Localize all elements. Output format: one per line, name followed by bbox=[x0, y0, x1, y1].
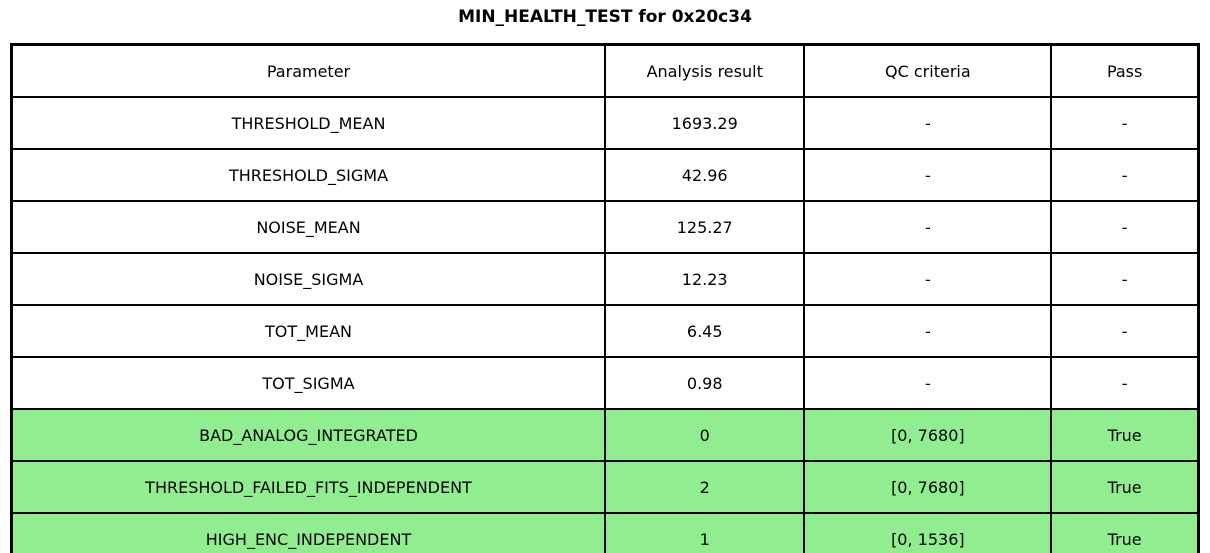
qc-criteria-cell: - bbox=[803, 356, 1053, 410]
qc-criteria-cell: - bbox=[803, 96, 1053, 150]
parameter-cell: BAD_ANALOG_INTEGRATED bbox=[10, 408, 606, 462]
figure-title: MIN_HEALTH_TEST for 0x20c34 bbox=[458, 7, 752, 27]
table-row: THRESHOLD_FAILED_FITS_INDEPENDENT 2 [0, 76… bbox=[10, 460, 1200, 514]
analysis-result-cell: 1693.29 bbox=[603, 96, 806, 150]
parameter-cell: NOISE_MEAN bbox=[10, 200, 606, 254]
pass-cell: - bbox=[1050, 356, 1200, 410]
table-row: NOISE_SIGMA 12.23- - bbox=[10, 252, 1200, 306]
table-row: BAD_ANALOG_INTEGRATED 0 [0, 7680] True bbox=[10, 408, 1200, 462]
table-row: THRESHOLD_MEAN 1693.29- - bbox=[10, 96, 1200, 150]
pass-cell: True bbox=[1050, 512, 1200, 553]
table-row: TOT_SIGMA 0.98- - bbox=[10, 356, 1200, 410]
qc-criteria-cell: - bbox=[803, 148, 1053, 202]
pass-cell: - bbox=[1050, 148, 1200, 202]
pass-cell: - bbox=[1050, 252, 1200, 306]
qc-criteria-cell: [0, 7680] bbox=[803, 408, 1053, 462]
qc-criteria-cell: - bbox=[803, 304, 1053, 358]
column-header-parameter: Parameter bbox=[10, 43, 606, 98]
analysis-result-cell: 0.98 bbox=[603, 356, 806, 410]
analysis-result-cell: 6.45 bbox=[603, 304, 806, 358]
analysis-result-cell: 42.96 bbox=[603, 148, 806, 202]
qc-results-table: Parameter Analysis result QC criteria Pa… bbox=[10, 43, 1200, 553]
table-row: THRESHOLD_SIGMA 42.96- - bbox=[10, 148, 1200, 202]
pass-cell: - bbox=[1050, 304, 1200, 358]
parameter-cell: NOISE_SIGMA bbox=[10, 252, 606, 306]
pass-cell: True bbox=[1050, 408, 1200, 462]
parameter-cell: THRESHOLD_MEAN bbox=[10, 96, 606, 150]
parameter-cell: THRESHOLD_SIGMA bbox=[10, 148, 606, 202]
qc-criteria-cell: - bbox=[803, 252, 1053, 306]
column-header-qc-criteria: QC criteria bbox=[803, 43, 1053, 98]
analysis-result-cell: 12.23 bbox=[603, 252, 806, 306]
analysis-result-cell: 0 bbox=[603, 408, 806, 462]
qc-criteria-cell: - bbox=[803, 200, 1053, 254]
parameter-cell: TOT_MEAN bbox=[10, 304, 606, 358]
table-row: NOISE_MEAN 125.27- - bbox=[10, 200, 1200, 254]
table-row: TOT_MEAN 6.45- - bbox=[10, 304, 1200, 358]
column-header-pass: Pass bbox=[1050, 43, 1200, 98]
pass-cell: True bbox=[1050, 460, 1200, 514]
column-header-analysis-result: Analysis result bbox=[603, 43, 806, 98]
pass-cell: - bbox=[1050, 200, 1200, 254]
parameter-cell: HIGH_ENC_INDEPENDENT bbox=[10, 512, 606, 553]
qc-criteria-cell: [0, 7680] bbox=[803, 460, 1053, 514]
parameter-cell: THRESHOLD_FAILED_FITS_INDEPENDENT bbox=[10, 460, 606, 514]
parameter-cell: TOT_SIGMA bbox=[10, 356, 606, 410]
pass-cell: - bbox=[1050, 96, 1200, 150]
qc-criteria-cell: [0, 1536] bbox=[803, 512, 1053, 553]
table-row: HIGH_ENC_INDEPENDENT 1 [0, 1536] True bbox=[10, 512, 1200, 553]
analysis-result-cell: 125.27 bbox=[603, 200, 806, 254]
analysis-result-cell: 2 bbox=[603, 460, 806, 514]
header-row: Parameter Analysis result QC criteria Pa… bbox=[10, 43, 1200, 98]
analysis-result-cell: 1 bbox=[603, 512, 806, 553]
